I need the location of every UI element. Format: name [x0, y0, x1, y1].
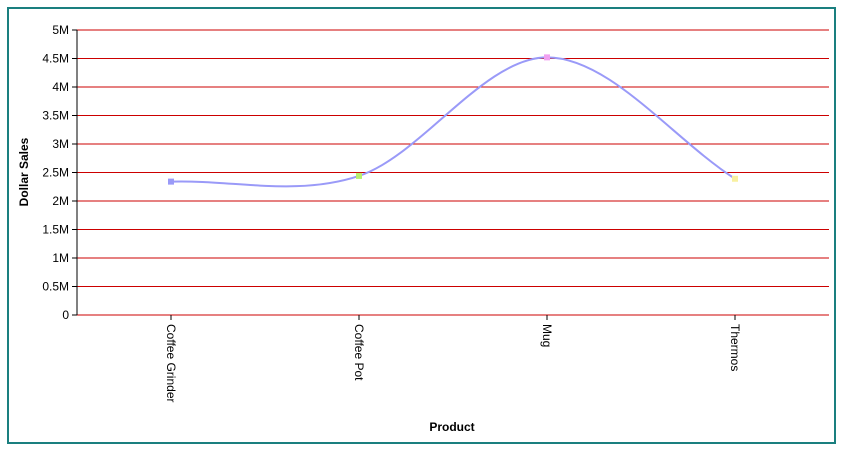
- y-tick-label: 1.5M: [42, 223, 69, 237]
- chart-frame: [7, 7, 836, 444]
- x-axis-title: Product: [429, 420, 474, 434]
- y-tick-label: 3M: [52, 137, 69, 151]
- data-point[interactable]: [356, 172, 362, 179]
- data-point[interactable]: [732, 175, 738, 182]
- y-tick-label: 2.5M: [42, 166, 69, 180]
- y-tick-label: 5M: [52, 23, 69, 37]
- series-layer: [168, 54, 738, 188]
- data-point[interactable]: [544, 54, 550, 61]
- y-axis-title: Dollar Sales: [17, 137, 31, 206]
- gridlines: [76, 29, 829, 316]
- y-tick-label: 2M: [52, 194, 69, 208]
- y-tick-label: 4.5M: [42, 52, 69, 66]
- y-tick-label: 1M: [52, 251, 69, 265]
- y-tick-label: 0: [62, 308, 69, 322]
- y-tick-label: 4M: [52, 80, 69, 94]
- y-tick-label: 0.5M: [42, 280, 69, 294]
- x-axis-ticks: Coffee Grinder Coffee Pot Mug Thermos: [164, 315, 742, 403]
- series-line: [170, 56, 736, 188]
- y-tick-label: 3.5M: [42, 109, 69, 123]
- x-tick-label: Coffee Grinder: [164, 324, 178, 403]
- x-tick-label: Mug: [540, 324, 554, 347]
- x-tick-label: Thermos: [728, 324, 742, 371]
- data-point[interactable]: [168, 178, 174, 185]
- y-axis-ticks: 0 0.5M 1M 1.5M 2M 2.5M 3M 3.5M 4M 4.5M 5M: [42, 23, 77, 322]
- x-tick-label: Coffee Pot: [352, 324, 366, 381]
